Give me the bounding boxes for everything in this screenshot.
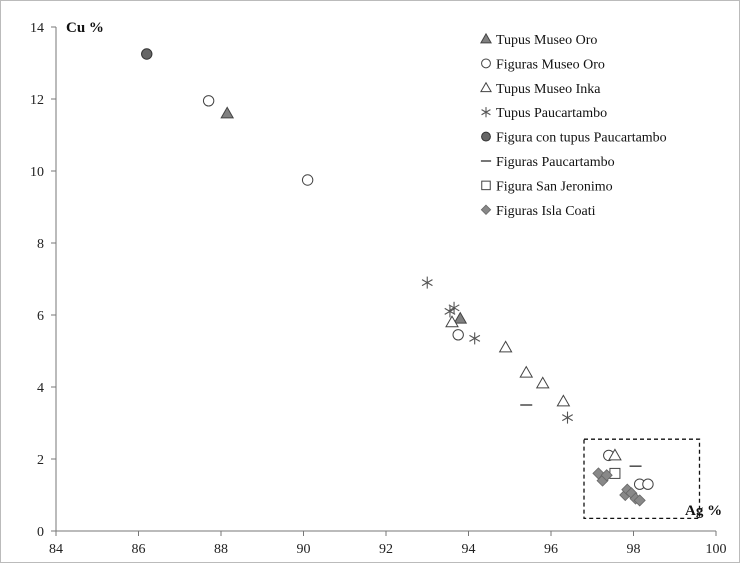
data-point xyxy=(469,332,481,345)
x-tick-label: 84 xyxy=(49,542,63,557)
data-point xyxy=(608,448,622,461)
legend-marker xyxy=(481,58,491,69)
x-tick-label: 90 xyxy=(297,542,311,557)
data-point xyxy=(633,494,646,507)
data-points xyxy=(141,48,654,507)
legend-marker xyxy=(481,107,491,118)
data-point xyxy=(421,276,433,289)
y-tick-label: 8 xyxy=(37,237,44,252)
legend-entry: Figuras Paucartambo xyxy=(496,155,615,170)
data-point xyxy=(202,95,215,107)
legend-entry: Figura con tupus Paucartambo xyxy=(496,131,667,146)
data-point xyxy=(141,48,153,60)
data-point xyxy=(220,106,235,119)
data-point xyxy=(642,478,654,490)
data-point xyxy=(535,376,550,389)
axes: 84 86 88 90 92 94 96 98 100 0 2 4 6 8 10 12 14 xyxy=(30,21,727,557)
x-tick-label: 92 xyxy=(379,542,393,557)
legend-entry: Tupus Museo Oro xyxy=(496,33,597,48)
legend-entry: Figuras Isla Coati xyxy=(496,204,596,219)
legend-entry: Figura San Jeronimo xyxy=(496,179,613,194)
y-tick-label: 12 xyxy=(30,93,44,108)
y-axis-label: Cu % xyxy=(66,20,104,36)
data-point xyxy=(453,311,468,324)
x-tick-label: 100 xyxy=(706,542,727,557)
data-point xyxy=(600,469,613,482)
y-tick-label: 4 xyxy=(37,381,44,396)
data-point xyxy=(519,365,534,378)
data-point xyxy=(498,340,513,353)
data-point xyxy=(609,467,621,479)
legend-marker xyxy=(481,180,491,191)
x-tick-label: 98 xyxy=(627,542,641,557)
legend-marker xyxy=(481,131,491,142)
legend-entry: Tupus Paucartambo xyxy=(496,106,607,121)
data-point xyxy=(448,301,460,314)
y-tick-label: 14 xyxy=(30,21,44,36)
x-tick-label: 88 xyxy=(214,542,228,557)
legend-entry: Figuras Museo Oro xyxy=(496,57,605,72)
y-tick-label: 0 xyxy=(37,525,44,540)
legend-entry: Tupus Museo Inka xyxy=(496,82,601,97)
highlight-box xyxy=(583,438,701,520)
legend-marker xyxy=(480,204,492,216)
data-point xyxy=(444,305,456,318)
x-axis-label: Ag % xyxy=(685,503,722,519)
data-point xyxy=(452,329,464,341)
y-tick-label: 10 xyxy=(30,165,44,180)
x-tick-label: 96 xyxy=(544,542,558,557)
data-point xyxy=(562,411,573,424)
y-tick-label: 6 xyxy=(37,309,44,324)
data-point xyxy=(556,394,571,407)
y-tick-label: 2 xyxy=(37,453,44,468)
x-tick-label: 86 xyxy=(132,542,146,557)
legend-marker xyxy=(480,81,492,93)
legend: Tupus Museo Oro Figuras Museo Oro Tupus Mu… xyxy=(480,32,667,219)
data-point xyxy=(445,315,459,328)
legend-marker xyxy=(480,32,492,44)
data-point xyxy=(301,174,314,186)
x-tick-label: 94 xyxy=(462,542,476,557)
